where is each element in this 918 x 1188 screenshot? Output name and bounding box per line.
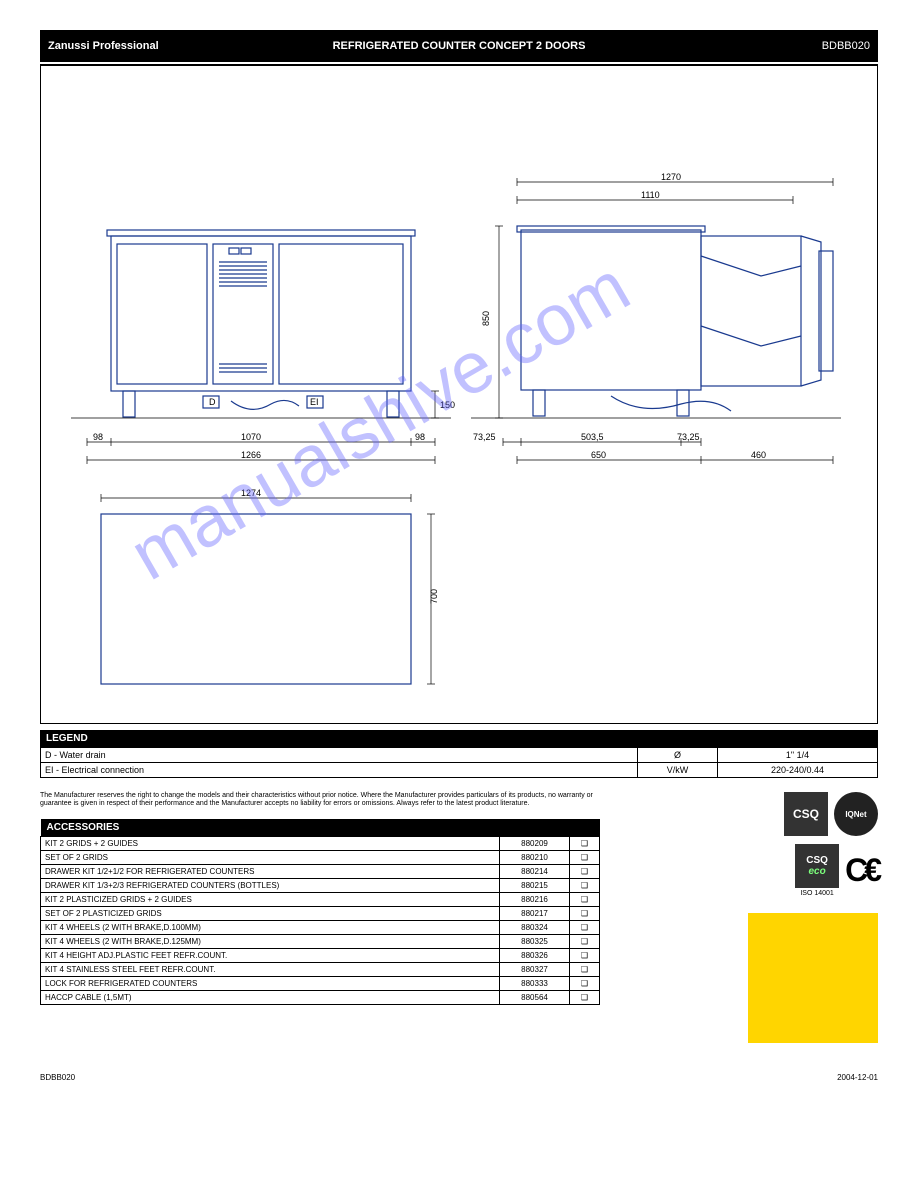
footer-date: 2004-12-01 xyxy=(837,1073,878,1082)
dim-1110: 1110 xyxy=(641,190,660,200)
dim-5035: 503,5 xyxy=(581,432,604,442)
table-row: LOCK FOR REFRIGERATED COUNTERS880333❑ xyxy=(41,976,600,990)
dim-98-right: 98 xyxy=(415,432,425,442)
table-row: DRAWER KIT 1/3+2/3 REFRIGERATED COUNTERS… xyxy=(41,878,600,892)
table-row: KIT 4 WHEELS (2 WITH BRAKE,D.100MM)88032… xyxy=(41,920,600,934)
legend-table: D - Water drain Ø 1" 1/4 EI - Electrical… xyxy=(40,747,878,778)
table-row: KIT 4 WHEELS (2 WITH BRAKE,D.125MM)88032… xyxy=(41,934,600,948)
table-row: KIT 4 HEIGHT ADJ.PLASTIC FEET REFR.COUNT… xyxy=(41,948,600,962)
dim-460: 460 xyxy=(751,450,766,460)
iso-label: ISO 14001 xyxy=(795,890,839,897)
accessories-table: ACCESSORIES KIT 2 GRIDS + 2 GUIDES880209… xyxy=(40,819,600,1005)
accessories-header: ACCESSORIES xyxy=(41,819,600,837)
dim-850: 850 xyxy=(481,311,491,326)
table-row: DRAWER KIT 1/2+1/2 FOR REFRIGERATED COUN… xyxy=(41,864,600,878)
legend-unit: V/kW xyxy=(638,763,718,778)
certifications-column: CSQ IQNet CSQ eco ISO 14001 C€ xyxy=(620,792,878,1043)
dim-1274: 1274 xyxy=(241,488,261,498)
page-footer: BDBB020 2004-12-01 xyxy=(40,1073,878,1082)
brand-name: Zanussi Professional xyxy=(40,40,180,52)
table-row: EI - Electrical connection V/kW 220-240/… xyxy=(41,763,878,778)
legend-desc: D - Water drain xyxy=(41,748,638,763)
table-row: SET OF 2 GRIDS880210❑ xyxy=(41,850,600,864)
technical-drawing: D EI 150 98 xyxy=(40,64,878,724)
label-ei: EI xyxy=(310,397,319,407)
dim-7325-l: 73,25 xyxy=(473,432,496,442)
iqnet-logo: IQNet xyxy=(834,792,878,836)
csq-eco-logo: CSQ eco xyxy=(795,844,839,888)
legend-val: 220-240/0.44 xyxy=(718,763,878,778)
footer-doc-code: BDBB020 xyxy=(40,1073,75,1082)
dim-700: 700 xyxy=(429,589,439,604)
dim-leg-height: 150 xyxy=(440,400,455,410)
table-row: SET OF 2 PLASTICIZED GRIDS880217❑ xyxy=(41,906,600,920)
table-row: D - Water drain Ø 1" 1/4 xyxy=(41,748,878,763)
page-header: Zanussi Professional REFRIGERATED COUNTE… xyxy=(40,30,878,62)
legend-val: 1" 1/4 xyxy=(718,748,878,763)
dim-650: 650 xyxy=(591,450,606,460)
product-title: REFRIGERATED COUNTER CONCEPT 2 DOORS xyxy=(180,40,738,52)
table-row: KIT 4 STAINLESS STEEL FEET REFR.COUNT.88… xyxy=(41,962,600,976)
dim-1270: 1270 xyxy=(661,172,681,182)
table-row: KIT 2 PLASTICIZED GRIDS + 2 GUIDES880216… xyxy=(41,892,600,906)
legend-header: LEGEND xyxy=(40,730,878,747)
dim-1070: 1070 xyxy=(241,432,261,442)
table-row: HACCP CABLE (1,5MT)880564❑ xyxy=(41,990,600,1004)
legend-desc: EI - Electrical connection xyxy=(41,763,638,778)
dim-7325-r: 73,25 xyxy=(677,432,700,442)
csq-logo: CSQ xyxy=(784,792,828,836)
label-d: D xyxy=(209,397,216,407)
brand-color-box xyxy=(748,913,878,1043)
legend-unit: Ø xyxy=(638,748,718,763)
doc-code: BDBB020 xyxy=(738,40,878,52)
dim-1266: 1266 xyxy=(241,450,261,460)
dim-98-left: 98 xyxy=(93,432,103,442)
disclaimer-text: The Manufacturer reserves the right to c… xyxy=(40,792,600,809)
ce-mark: C€ xyxy=(845,852,878,889)
table-row: KIT 2 GRIDS + 2 GUIDES880209❑ xyxy=(41,836,600,850)
